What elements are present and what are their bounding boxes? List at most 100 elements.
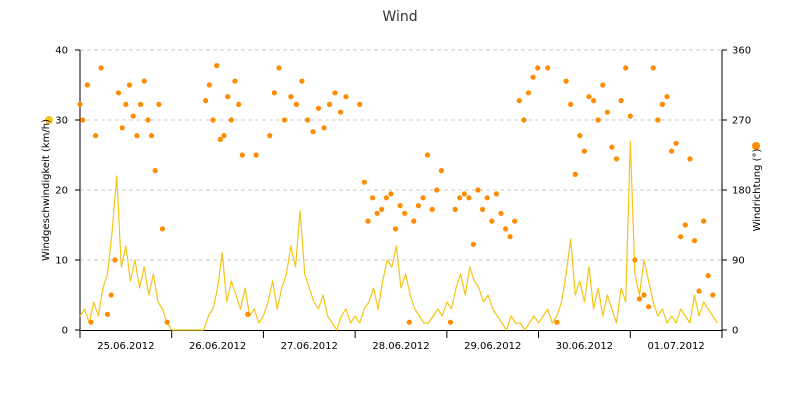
x-tick-label: 28.06.2012 xyxy=(372,341,429,352)
wind-direction-point xyxy=(239,152,245,158)
wind-direction-point xyxy=(148,133,155,139)
wind-direction-point xyxy=(88,319,94,325)
left-tick-label: 20 xyxy=(55,186,68,197)
wind-direction-point xyxy=(299,78,305,84)
wind-direction-point xyxy=(655,117,661,123)
wind-direction-point xyxy=(245,311,251,317)
wind-direction-point xyxy=(641,292,647,298)
left-tick-label: 30 xyxy=(55,116,68,127)
wind-direction-point xyxy=(397,203,403,209)
wind-direction-point xyxy=(310,129,316,135)
wind-direction-point xyxy=(130,113,136,119)
wind-direction-point xyxy=(489,218,495,224)
wind-direction-point xyxy=(112,257,118,263)
wind-direction-point xyxy=(365,218,371,224)
wind-direction-point xyxy=(480,206,486,212)
wind-direction-point xyxy=(379,206,385,212)
wind-direction-point xyxy=(429,206,435,212)
wind-direction-point xyxy=(425,152,431,158)
wind-direction-point xyxy=(535,65,541,71)
x-tick-label: 01.07.2012 xyxy=(648,341,705,352)
wind-direction-point xyxy=(392,226,399,232)
left-axis-marker-icon xyxy=(45,116,53,124)
wind-direction-point xyxy=(383,195,389,201)
wind-direction-point xyxy=(457,195,463,201)
wind-direction-point xyxy=(678,234,684,240)
wind-direction-point xyxy=(164,319,170,325)
wind-direction-point xyxy=(93,133,99,139)
wind-direction-point xyxy=(276,65,282,71)
wind-direction-point xyxy=(507,234,513,240)
wind-direction-point xyxy=(221,133,227,139)
wind-direction-point xyxy=(159,226,166,232)
wind-direction-point xyxy=(466,195,472,201)
wind-direction-point xyxy=(595,117,601,123)
right-tick-label: 180 xyxy=(732,186,751,197)
wind-direction-point xyxy=(600,82,606,88)
wind-direction-point xyxy=(646,304,652,310)
wind-direction-point xyxy=(374,210,380,216)
wind-direction-point xyxy=(475,187,481,193)
wind-direction-point xyxy=(632,257,638,263)
wind-direction-point xyxy=(687,156,693,162)
x-tick-label: 29.06.2012 xyxy=(464,341,521,352)
right-tick-label: 0 xyxy=(732,326,738,337)
x-tick-label: 25.06.2012 xyxy=(97,341,154,352)
wind-direction-point xyxy=(84,82,90,88)
wind-direction-point xyxy=(119,125,125,131)
chart-title: Wind xyxy=(382,9,417,25)
right-y-axis: 0 90 180 270 360 xyxy=(721,46,751,337)
wind-direction-point xyxy=(357,101,363,107)
wind-direction-point xyxy=(206,82,212,88)
wind-direction-point xyxy=(710,292,716,298)
wind-direction-point xyxy=(516,98,522,104)
wind-direction-point xyxy=(669,148,675,154)
wind-direction-point xyxy=(673,140,679,146)
wind-direction-point xyxy=(470,241,477,247)
wind-direction-point xyxy=(370,195,376,201)
wind-direction-point xyxy=(659,101,666,107)
left-tick-label: 10 xyxy=(55,256,68,267)
wind-direction-point xyxy=(650,65,656,71)
wind-direction-point xyxy=(80,117,86,123)
wind-direction-point xyxy=(420,195,426,201)
wind-direction-point xyxy=(332,90,338,96)
wind-direction-point xyxy=(236,101,242,107)
wind-direction-point xyxy=(581,148,588,154)
wind-direction-point xyxy=(438,168,444,174)
wind-direction-point xyxy=(104,311,111,317)
wind-direction-point xyxy=(281,117,288,123)
wind-direction-point xyxy=(388,191,394,197)
wind-direction-point xyxy=(591,98,597,104)
wind-direction-point xyxy=(568,101,574,107)
wind-direction-point xyxy=(623,65,629,71)
wind-direction-point xyxy=(145,117,151,123)
gridlines xyxy=(80,49,722,261)
left-y-axis: 0 10 20 30 40 xyxy=(55,46,81,337)
wind-direction-point xyxy=(337,109,344,115)
wind-direction-point xyxy=(554,319,560,325)
wind-direction-point xyxy=(572,171,578,177)
wind-direction-point xyxy=(452,206,458,212)
wind-direction-point xyxy=(493,191,499,197)
right-tick-label: 90 xyxy=(732,256,745,267)
wind-direction-point xyxy=(361,179,367,185)
wind-direction-point xyxy=(343,94,349,100)
wind-direction-point xyxy=(447,319,454,325)
wind-direction-point xyxy=(627,113,633,119)
wind-direction-point xyxy=(137,101,144,107)
wind-direction-point xyxy=(267,133,273,139)
wind-direction-point xyxy=(156,101,162,107)
right-axis-marker-icon xyxy=(752,142,760,150)
wind-direction-point xyxy=(203,98,209,104)
wind-direction-point xyxy=(664,94,670,100)
wind-direction-point xyxy=(271,90,277,96)
wind-direction-point xyxy=(253,152,259,158)
wind-direction-point xyxy=(636,296,643,302)
wind-direction-point xyxy=(411,218,417,224)
left-tick-label: 40 xyxy=(55,46,68,57)
wind-direction-point xyxy=(304,117,311,123)
left-tick-label: 0 xyxy=(62,326,68,337)
wind-direction-point xyxy=(618,98,624,104)
